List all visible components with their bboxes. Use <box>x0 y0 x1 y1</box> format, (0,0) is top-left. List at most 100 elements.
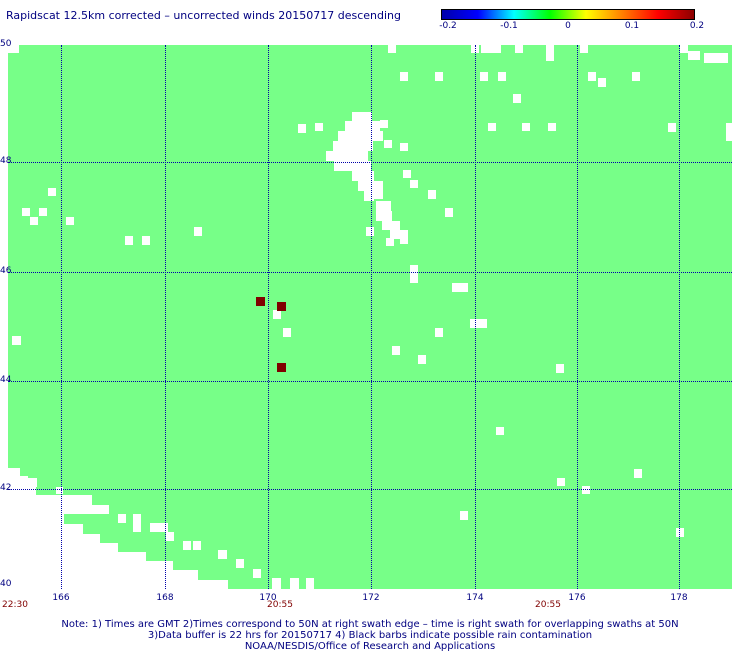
longitude-gridline <box>371 45 372 589</box>
latitude-gridline <box>8 489 732 490</box>
no-data-cell <box>150 523 168 532</box>
no-data-cell <box>298 124 306 133</box>
no-data-cell <box>142 236 150 245</box>
no-data-region <box>8 495 92 505</box>
no-data-region <box>8 505 100 514</box>
no-data-cell <box>515 45 523 53</box>
no-data-cell <box>726 123 732 141</box>
no-data-cell <box>410 180 418 188</box>
no-data-cell <box>392 346 400 355</box>
longitude-gridline <box>61 45 62 589</box>
longitude-gridline <box>165 45 166 589</box>
no-data-cell <box>546 45 554 61</box>
no-data-cell <box>74 496 92 505</box>
no-data-cell <box>688 51 700 60</box>
wind-difference-cell <box>256 297 265 306</box>
no-data-region <box>338 131 383 141</box>
no-data-region <box>352 112 372 121</box>
no-data-cell <box>28 478 37 487</box>
no-data-cell <box>403 170 411 178</box>
latitude-label: 42 <box>0 483 12 493</box>
no-data-region <box>376 211 392 221</box>
no-data-region <box>8 45 19 53</box>
no-data-cell <box>582 486 590 494</box>
no-data-cell <box>580 45 588 53</box>
no-data-region <box>8 543 118 552</box>
no-data-cell <box>418 355 426 364</box>
no-data-cell <box>668 123 676 132</box>
longitude-label: 170 <box>259 593 277 603</box>
no-data-cell <box>522 123 530 131</box>
no-data-cell <box>481 45 501 53</box>
latitude-label: 48 <box>0 156 12 166</box>
no-data-cell <box>445 208 453 217</box>
longitude-label: 166 <box>52 593 70 603</box>
no-data-region <box>333 141 373 151</box>
no-data-cell <box>496 427 504 435</box>
longitude-gridline <box>577 45 578 589</box>
map-plot-area <box>8 45 732 589</box>
swath-time-label: 22:30 <box>2 600 28 610</box>
no-data-cell <box>386 238 394 246</box>
no-data-cell <box>632 72 640 81</box>
no-data-cell <box>410 265 418 283</box>
longitude-label: 174 <box>466 593 484 603</box>
longitude-label: 172 <box>362 593 380 603</box>
no-data-cell <box>460 511 468 520</box>
no-data-region <box>345 121 380 131</box>
no-data-region <box>352 171 374 181</box>
no-data-cell <box>384 140 392 148</box>
no-data-cell <box>634 469 642 478</box>
no-data-region <box>364 191 374 201</box>
no-data-cell <box>194 227 202 236</box>
longitude-gridline <box>475 45 476 589</box>
no-data-cell <box>315 123 323 131</box>
no-data-cell <box>12 336 21 345</box>
no-data-cell <box>400 233 408 244</box>
no-data-region <box>8 561 173 570</box>
latitude-label: 46 <box>0 266 12 276</box>
no-data-cell <box>30 217 38 225</box>
no-data-cell <box>100 505 109 514</box>
no-data-region <box>8 552 146 561</box>
no-data-region <box>374 181 383 199</box>
no-data-cell <box>388 45 396 53</box>
colorbar-tick: -0.1 <box>500 21 518 31</box>
wind-difference-cell <box>277 302 286 311</box>
no-data-cell <box>118 514 126 523</box>
no-data-cell <box>513 94 521 103</box>
longitude-label: 176 <box>568 593 586 603</box>
no-data-cell <box>488 123 496 131</box>
wind-difference-cell <box>277 363 286 372</box>
footnote-line: Note: 1) Times are GMT 2)Times correspon… <box>61 619 679 630</box>
colorbar-tick: 0 <box>565 21 571 31</box>
no-data-cell <box>56 487 63 494</box>
no-data-region <box>8 514 64 524</box>
no-data-region <box>8 476 28 486</box>
no-data-cell <box>290 578 299 589</box>
no-data-cell <box>676 528 684 537</box>
no-data-region <box>334 161 371 171</box>
no-data-cell <box>435 328 443 337</box>
no-data-cell <box>272 578 281 589</box>
footnote-line: NOAA/NESDIS/Office of Research and Appli… <box>244 641 496 652</box>
no-data-cell <box>218 550 227 559</box>
no-data-region <box>376 201 391 211</box>
swath-time-label: 20:55 <box>267 600 293 610</box>
map-title: Rapidscat 12.5km corrected – uncorrected… <box>6 9 402 22</box>
no-data-region <box>8 534 100 543</box>
latitude-label: 40 <box>0 579 12 589</box>
no-data-cell <box>470 319 487 328</box>
no-data-cell <box>66 217 74 225</box>
no-data-cell <box>253 569 261 578</box>
no-data-cell <box>557 478 565 486</box>
no-data-cell <box>400 143 408 151</box>
no-data-cell <box>452 283 468 292</box>
no-data-cell <box>480 72 488 81</box>
no-data-region <box>8 580 228 589</box>
no-data-cell <box>380 120 388 128</box>
no-data-cell <box>704 53 728 63</box>
no-data-cell <box>236 559 244 568</box>
no-data-region <box>382 221 400 230</box>
no-data-cell <box>328 151 336 159</box>
